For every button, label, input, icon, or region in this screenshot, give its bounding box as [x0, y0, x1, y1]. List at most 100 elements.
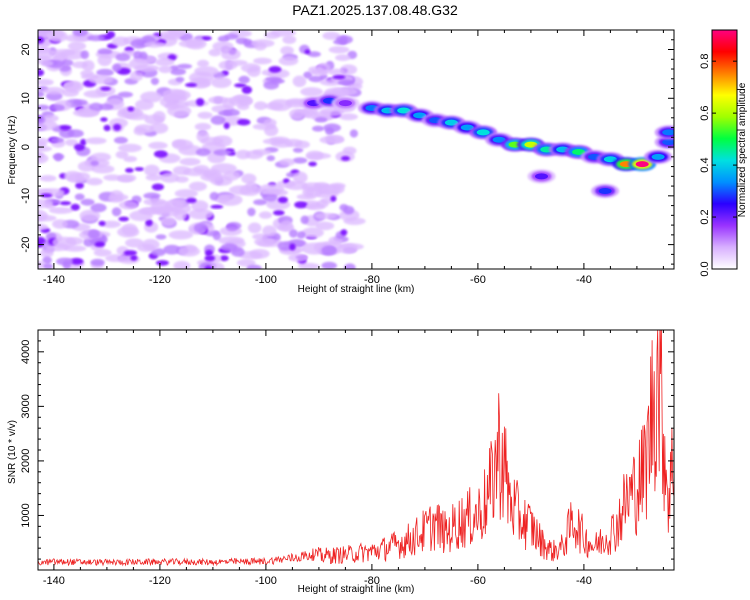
heatmap-noise-blob [161, 216, 176, 226]
heatmap-noise-blob [67, 41, 87, 51]
heatmap-noise-blob [40, 60, 54, 67]
heatmap-noise-blob [43, 87, 66, 95]
heatmap-noise-blob [188, 208, 214, 220]
heatmap-noise-blob [288, 229, 298, 238]
heatmap-noise-blob [98, 103, 114, 111]
heatmap-noise-blob [123, 155, 137, 163]
heatmap-noise-blob [130, 39, 148, 49]
heatmap-noise-blob [59, 201, 72, 206]
heatmap-noise-blob [332, 75, 346, 80]
heatmap-noise-blob [294, 201, 308, 209]
heatmap-noise-blob [39, 175, 57, 182]
heatmap-noise-blob [94, 241, 106, 247]
heatmap-noise-blob [128, 58, 149, 69]
heatmap-noise-blob [205, 249, 213, 257]
heatmap-noise-blob [321, 245, 338, 256]
heatmap-noise-blob [144, 164, 160, 177]
bottom-x-axis-label: Height of straight line (km) [298, 584, 415, 595]
heatmap-noise-blob [241, 173, 257, 184]
y-tick-label: 0 [20, 144, 32, 150]
heatmap-noise-blob [38, 90, 45, 98]
heatmap-ridge-core [662, 139, 674, 146]
heatmap-noise-blob [71, 61, 88, 69]
heatmap-noise-blob [278, 56, 299, 66]
heatmap-noise-blob [103, 124, 111, 132]
heatmap-noise-blob [61, 59, 74, 67]
colorbar-tick-label: 0.4 [699, 157, 711, 172]
heatmap-noise-blob [294, 140, 310, 149]
heatmap-noise-blob [59, 125, 72, 131]
heatmap-ridge-core [338, 100, 352, 107]
heatmap-ridge-core [524, 141, 538, 148]
heatmap-ridge-core [476, 129, 490, 136]
heatmap-noise-blob [47, 30, 68, 43]
bottom-axis-ticks: -140 -120 -100 -80 -60 -40 1000 2000 3000 4000 [20, 329, 674, 587]
heatmap-noise-blob [343, 217, 366, 225]
heatmap-noise-blob [223, 122, 230, 130]
heatmap-noise-blob [38, 236, 46, 244]
heatmap-noise-blob [209, 191, 219, 201]
heatmap-noise-blob [185, 38, 207, 50]
heatmap-noise-blob [172, 202, 191, 215]
heatmap-noise-blob [80, 50, 90, 60]
heatmap-noise-blob [264, 31, 281, 39]
heatmap-noise-blob [282, 35, 297, 44]
snr-series-line [38, 330, 674, 567]
heatmap-noise-blob [90, 203, 107, 213]
heatmap-noise-blob [121, 223, 138, 236]
heatmap-noise-blob [247, 66, 261, 77]
heatmap-noise-blob [106, 31, 116, 39]
heatmap-noise-blob [79, 209, 101, 222]
heatmap-noise-blob [98, 220, 106, 227]
heatmap-noise-blob [134, 124, 154, 134]
heatmap-noise-blob [178, 246, 201, 257]
colorbar-tick-label: 0.8 [699, 54, 711, 69]
heatmap-noise-blob [179, 157, 201, 166]
x-tick-label: -140 [43, 274, 65, 286]
heatmap-noise-blob [171, 139, 187, 148]
heatmap-noise-blob [61, 88, 79, 97]
heatmap-noise-blob [210, 115, 226, 125]
heatmap-noise-blob [56, 257, 74, 266]
bottom-plot-frame [37, 329, 675, 571]
heatmap-noise-blob [52, 219, 68, 229]
heatmap-noise-blob [141, 238, 160, 251]
x-tick-label: -100 [255, 575, 277, 587]
heatmap-noise-blob [72, 108, 99, 117]
heatmap-noise-blob [96, 68, 114, 77]
heatmap-noise-blob [115, 53, 131, 62]
heatmap-noise-blob [170, 68, 187, 76]
heatmap-noise-blob [118, 200, 139, 210]
heatmap-noise-blob [316, 62, 331, 75]
heatmap-noise-blob [330, 184, 345, 194]
heatmap-noise-blob [328, 46, 350, 54]
heatmap-noise-blob [97, 48, 113, 55]
heatmap-noise-blob [262, 192, 278, 202]
heatmap-noise-blob [167, 105, 192, 117]
heatmap-noise-blob [219, 255, 229, 262]
heatmap-noise-blob [100, 117, 108, 122]
heatmap-noise-blob [194, 122, 212, 131]
heatmap-noise-blob [339, 113, 358, 121]
heatmap-noise-blob [130, 255, 138, 261]
heatmap-noise-blob [340, 229, 348, 236]
heatmap-noise-blob [293, 171, 308, 184]
heatmap-noise-blob [38, 36, 45, 44]
heatmap-noise-blob [38, 78, 54, 86]
heatmap-noise-blob [87, 34, 105, 42]
heatmap-noise-blob [253, 57, 272, 65]
colorbar-tick-label: 0.6 [699, 105, 711, 120]
heatmap-noise-blob [73, 143, 85, 151]
heatmap-noise-blob [197, 111, 213, 119]
heatmap-noise-blob [188, 71, 215, 84]
heatmap-noise-blob [247, 207, 256, 217]
heatmap-noise-blob [72, 30, 88, 37]
heatmap-noise-blob [65, 34, 90, 43]
heatmap-noise-blob [258, 211, 273, 219]
y-tick-label: 3000 [20, 394, 32, 418]
heatmap-noise-blob [330, 195, 337, 202]
chart-title: PAZ1.2025.137.08.48.G32 [292, 2, 458, 18]
heatmap-noise-blob [237, 118, 251, 126]
heatmap-noise-blob [40, 248, 54, 258]
